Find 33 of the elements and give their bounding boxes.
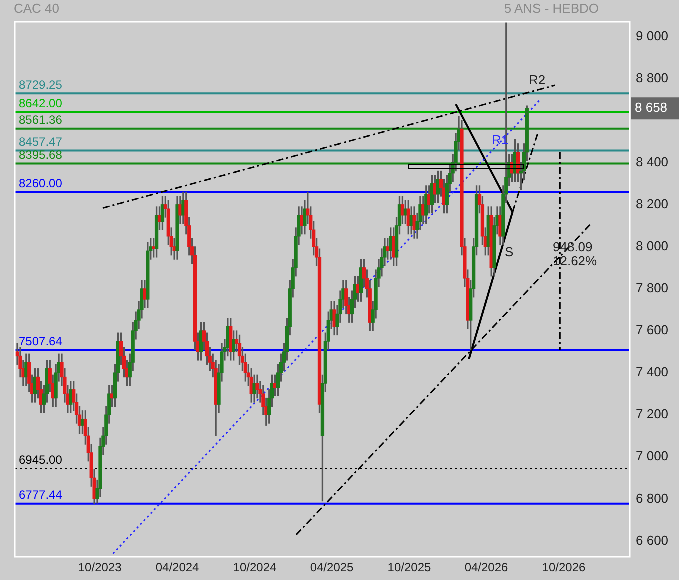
y-tick-label: 8 200 <box>636 196 669 212</box>
chart-subtitle: 5 ANS - HEBDO <box>504 1 599 16</box>
x-tick-label: 04/2025 <box>310 560 354 575</box>
x-tick-label: 10/2026 <box>542 560 586 575</box>
y-tick-label: 7 200 <box>636 406 669 422</box>
y-tick-label: 6 600 <box>636 532 669 548</box>
ref-line-label: 8260.00 <box>19 176 63 191</box>
ref-line-label: 7507.64 <box>19 334 63 349</box>
y-tick-label: 8 400 <box>636 154 669 170</box>
x-tick-label: 10/2024 <box>233 560 277 575</box>
text: 8 658 <box>635 100 668 116</box>
ref-line-label: 8642.00 <box>19 96 63 110</box>
annotation: S <box>505 244 514 260</box>
x-tick-label: 04/2024 <box>156 560 200 575</box>
chart-title: CAC 40 <box>14 1 60 16</box>
x-tick-label: 10/2025 <box>388 560 432 575</box>
ref-line-label: 6777.44 <box>19 488 63 502</box>
ref-line-label: 8457.47 <box>19 135 63 150</box>
y-tick-label: 7 600 <box>636 322 669 338</box>
annotation: R2 <box>529 72 546 88</box>
y-tick-label: 6 800 <box>636 490 669 506</box>
y-tick-label: 7 800 <box>636 280 669 296</box>
y-tick-label: 8 800 <box>636 70 669 86</box>
x-tick-label: 04/2026 <box>464 560 509 575</box>
ref-line-label: 6945.00 <box>19 453 63 468</box>
ref-line-label: 8729.25 <box>19 78 63 92</box>
y-tick-label: 9 000 <box>636 28 669 44</box>
y-tick-label: 8 000 <box>636 238 669 254</box>
ref-line-label: 8561.36 <box>19 113 63 128</box>
y-tick-label: 7 400 <box>636 364 669 380</box>
x-tick-label: 10/2023 <box>78 560 122 575</box>
y-tick-label: 7 000 <box>636 448 669 464</box>
ref-line-label: 8395.68 <box>19 148 63 162</box>
